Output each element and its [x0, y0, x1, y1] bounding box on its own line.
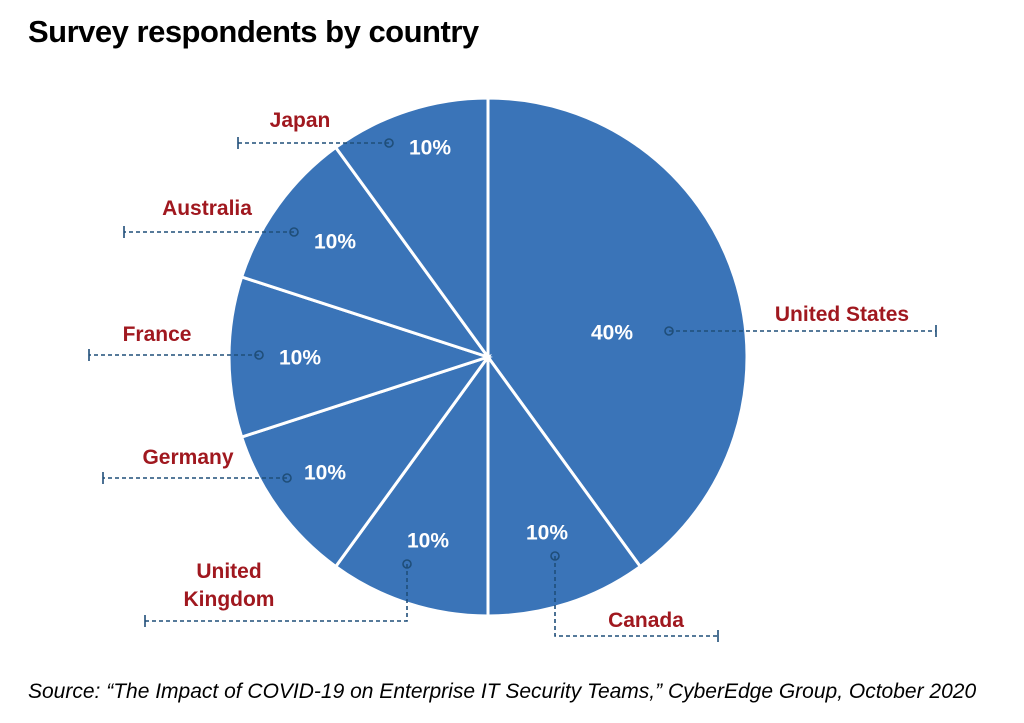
leader-anchor-dot	[550, 551, 560, 561]
pie-slice-france	[227, 275, 493, 439]
slice-value-label: 40%	[591, 322, 633, 345]
category-label-australia: Australia	[162, 197, 252, 220]
leader-line	[145, 564, 408, 622]
leader-anchor-dot	[282, 473, 292, 483]
leader-anchor-dot	[254, 350, 264, 360]
pie-slice-canada	[486, 352, 643, 618]
category-label-canada: Canada	[608, 609, 684, 632]
slice-value-label: 10%	[526, 522, 568, 545]
leader-anchor-dot	[384, 138, 394, 148]
pie-slice-united-kingdom	[333, 352, 490, 618]
slice-value-label: 10%	[279, 347, 321, 370]
category-label-united-states: United States	[775, 303, 909, 326]
chart-source: Source: “The Impact of COVID-19 on Enter…	[28, 680, 977, 703]
labels-layer: 40% United States 10% Canada 10% United Kingdo…	[123, 109, 910, 632]
slice-value-label: 10%	[407, 530, 449, 553]
leader-anchor-dot	[289, 227, 299, 237]
leaders-layer	[88, 137, 937, 642]
category-label-germany: Germany	[142, 446, 233, 469]
chart-title: Survey respondents by country	[28, 14, 479, 49]
category-label-united-kingdom: United Kingdom	[184, 560, 275, 611]
leader-line	[554, 556, 718, 637]
pie-slice-japan	[333, 96, 490, 362]
leader-anchor-dot	[402, 559, 412, 569]
slice-value-label: 10%	[409, 137, 451, 160]
pie-slice-united-states	[486, 96, 749, 569]
slice-value-label: 10%	[314, 231, 356, 254]
slices-layer	[227, 96, 749, 618]
pie-slice-australia	[239, 145, 492, 360]
slice-value-label: 10%	[304, 462, 346, 485]
leader-anchor-dot	[664, 326, 674, 336]
category-label-japan: Japan	[270, 109, 331, 132]
pie-slice-germany	[239, 354, 492, 569]
category-label-france: France	[123, 323, 192, 346]
